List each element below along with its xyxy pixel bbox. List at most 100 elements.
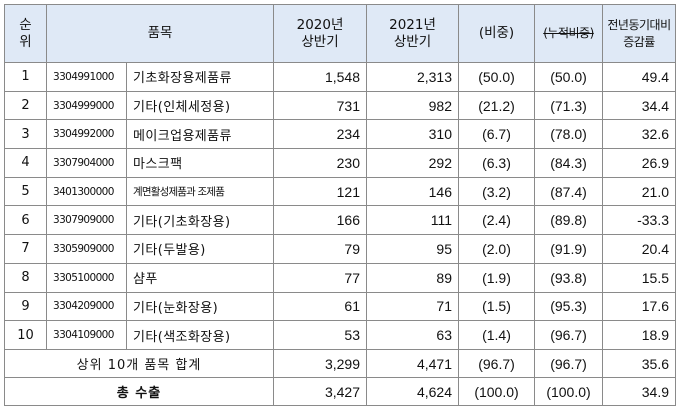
item-header: 품목 — [46, 4, 274, 63]
growth-cell: -33.3 — [602, 205, 676, 236]
value-2020-cell: 79 — [273, 234, 367, 264]
cumulative-share-cell: (50.0) — [534, 62, 603, 92]
total-cumshare: (100.0) — [534, 377, 603, 406]
share-cell: (2.0) — [458, 234, 535, 264]
hs-code-cell: 3304109000 — [46, 320, 127, 350]
rank-cell: 8 — [4, 262, 47, 293]
cumulative-share-cell: (78.0) — [534, 119, 603, 150]
table-row: 8 3305100000 샴푸 77 89 (1.9) (93.8) 15.5 — [4, 262, 676, 293]
value-2020-cell: 121 — [273, 176, 367, 207]
value-2020-cell: 1,548 — [273, 62, 367, 92]
table-row: 10 3304109000 기타(색조화장용) 53 63 (1.4) (96.7) 18.9 — [4, 320, 676, 350]
share-cell: (2.4) — [458, 205, 535, 236]
growth-cell: 49.4 — [602, 62, 676, 92]
value-2021-cell: 292 — [366, 148, 459, 178]
table-row: 6 3307909000 기타(기초화장용) 166 111 (2.4) (89.8) -33… — [4, 205, 676, 236]
value-2021-cell: 95 — [366, 234, 459, 264]
hs-code-cell: 3304209000 — [46, 291, 127, 322]
rank-cell: 9 — [4, 291, 47, 322]
value-2020-cell: 166 — [273, 205, 367, 236]
value-2020-cell: 61 — [273, 291, 367, 322]
hs-code-cell: 3307904000 — [46, 148, 127, 178]
cumulative-share-cell: (96.7) — [534, 320, 603, 350]
cumshare-header: (누적비중) — [534, 4, 603, 63]
item-name-cell: 기타(기초화장용) — [126, 205, 274, 236]
table-row: 7 3305909000 기타(두발용) 79 95 (2.0) (91.9) 20.4 — [4, 234, 676, 264]
item-name-cell: 마스크팩 — [126, 148, 274, 178]
growth-cell: 26.9 — [602, 148, 676, 178]
rank-cell: 4 — [4, 148, 47, 178]
summary-row: 상위 10개 품목 합계 3,299 4,471 (96.7) (96.7) 3… — [4, 349, 676, 378]
item-name-cell: 기초화장용제품류 — [126, 62, 274, 92]
cumulative-share-cell: (87.4) — [534, 176, 603, 207]
hs-code-cell: 3304999000 — [46, 90, 127, 121]
cumulative-share-cell: (89.8) — [534, 205, 603, 236]
table-row: 9 3304209000 기타(눈화장용) 61 71 (1.5) (95.3) 17.6 — [4, 291, 676, 322]
total-label: 총 수출 — [4, 377, 274, 406]
value-2021-cell: 146 — [366, 176, 459, 207]
value-2021-cell: 2,313 — [366, 62, 459, 92]
growth-header: 전년동기대비 증감률 — [602, 4, 676, 63]
summary-growth: 35.6 — [602, 349, 676, 378]
value-2021-cell: 89 — [366, 262, 459, 293]
value-2021-cell: 310 — [366, 119, 459, 150]
item-name-cell: 기타(인체세정용) — [126, 90, 274, 121]
table-row: 4 3307904000 마스크팩 230 292 (6.3) (84.3) 26.9 — [4, 148, 676, 178]
cumulative-share-cell: (91.9) — [534, 234, 603, 264]
share-cell: (6.7) — [458, 119, 535, 150]
share-cell: (6.3) — [458, 148, 535, 178]
growth-cell: 32.6 — [602, 119, 676, 150]
cumulative-share-cell: (93.8) — [534, 262, 603, 293]
value-2020-cell: 53 — [273, 320, 367, 350]
h2021-header: 2021년 상반기 — [366, 4, 459, 63]
summary-2020: 3,299 — [273, 349, 367, 378]
total-2021: 4,624 — [366, 377, 459, 406]
item-name-cell: 기타(두발용) — [126, 234, 274, 264]
growth-cell: 34.4 — [602, 90, 676, 121]
growth-cell: 21.0 — [602, 176, 676, 207]
value-2020-cell: 77 — [273, 262, 367, 293]
share-cell: (50.0) — [458, 62, 535, 92]
growth-cell: 17.6 — [602, 291, 676, 322]
value-2021-cell: 111 — [366, 205, 459, 236]
hs-code-cell: 3307909000 — [46, 205, 127, 236]
hs-code-cell: 3304991000 — [46, 62, 127, 92]
growth-cell: 18.9 — [602, 320, 676, 350]
share-cell: (1.5) — [458, 291, 535, 322]
value-2020-cell: 230 — [273, 148, 367, 178]
item-name-cell: 기타(색조화장용) — [126, 320, 274, 350]
h2020-header: 2020년 상반기 — [273, 4, 367, 63]
share-cell: (1.4) — [458, 320, 535, 350]
cumulative-share-cell: (84.3) — [534, 148, 603, 178]
value-2021-cell: 982 — [366, 90, 459, 121]
hs-code-cell: 3304992000 — [46, 119, 127, 150]
summary-cumshare: (96.7) — [534, 349, 603, 378]
item-name-cell: 계면활성제품과 조제품 — [126, 176, 274, 207]
table-row: 1 3304991000 기초화장용제품류 1,548 2,313 (50.0) (50.0… — [4, 62, 676, 92]
total-row: 총 수출 3,427 4,624 (100.0) (100.0) 34.9 — [4, 377, 676, 406]
share-cell: (21.2) — [458, 90, 535, 121]
hs-code-cell: 3305909000 — [46, 234, 127, 264]
hs-code-cell: 3305100000 — [46, 262, 127, 293]
cumulative-share-cell: (71.3) — [534, 90, 603, 121]
table-body: 1 3304991000 기초화장용제품류 1,548 2,313 (50.0) (50.0… — [4, 62, 676, 350]
table-row: 3 3304992000 메이크업용제품류 234 310 (6.7) (78.0) 32.6 — [4, 119, 676, 150]
growth-cell: 20.4 — [602, 234, 676, 264]
value-2020-cell: 234 — [273, 119, 367, 150]
total-growth: 34.9 — [602, 377, 676, 406]
rank-cell: 10 — [4, 320, 47, 350]
summary-label: 상위 10개 품목 합계 — [4, 349, 274, 378]
table-row: 2 3304999000 기타(인체세정용) 731 982 (21.2) (71.3) 34… — [4, 90, 676, 121]
value-2021-cell: 71 — [366, 291, 459, 322]
item-name-cell: 기타(눈화장용) — [126, 291, 274, 322]
table-row: 5 3401300000 계면활성제품과 조제품 121 146 (3.2) (87.4) 2… — [4, 176, 676, 207]
total-share: (100.0) — [458, 377, 535, 406]
total-2020: 3,427 — [273, 377, 367, 406]
share-cell: (1.9) — [458, 262, 535, 293]
rank-cell: 7 — [4, 234, 47, 264]
value-2021-cell: 63 — [366, 320, 459, 350]
rank-cell: 6 — [4, 205, 47, 236]
